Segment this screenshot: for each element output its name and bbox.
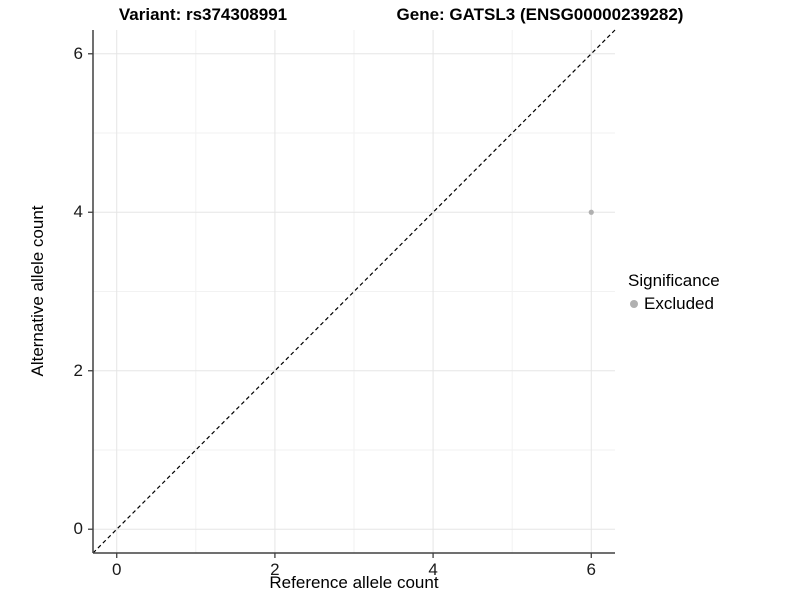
plot-title-variant: Variant: rs374308991 [118,5,288,24]
legend-title: Significance [628,271,720,290]
x-tick-label: 4 [428,560,438,579]
x-tick-label: 0 [111,560,122,579]
y-axis-title: Alternative allele count [28,205,47,377]
x-tick-label: 2 [270,560,280,579]
legend-point-icon [630,299,638,308]
y-tick-label: 2 [73,360,83,380]
legend: Significance Excluded [628,270,720,314]
legend-entry-excluded: Excluded [628,293,720,314]
plot-title-gene: Gene: GATSL3 (ENSG00000239282) [396,5,684,24]
y-tick-label: 0 [73,519,83,539]
x-tick-label: 6 [586,560,596,579]
data-point-excluded [588,209,594,215]
x-axis-title: Reference allele count [269,573,439,592]
legend-entry-label: Excluded [644,294,714,313]
y-tick-label: 6 [73,43,83,63]
y-tick-label: 4 [73,202,83,222]
